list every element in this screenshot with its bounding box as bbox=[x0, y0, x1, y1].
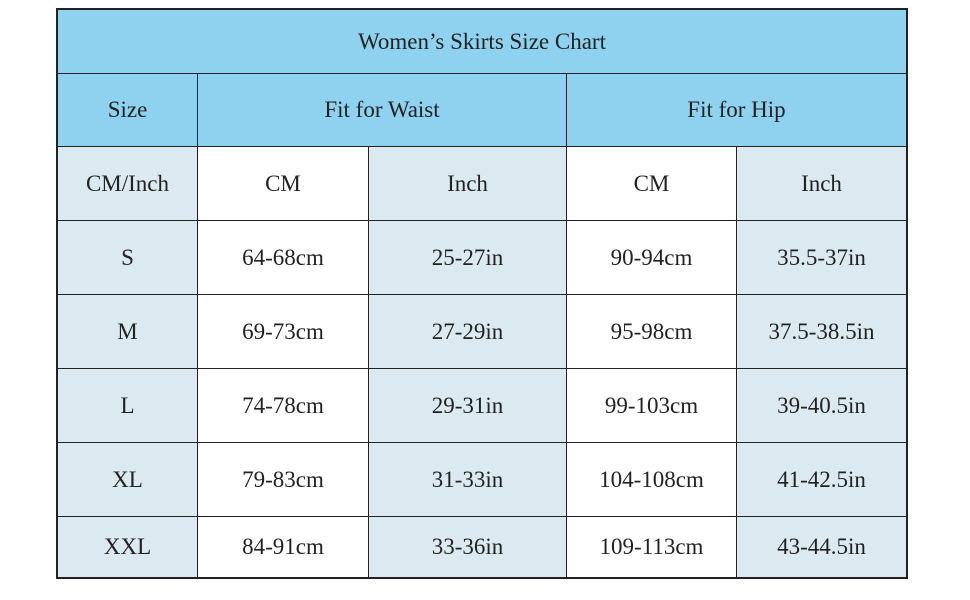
group-header: Fit for Hip bbox=[566, 73, 907, 147]
size-value: 69-73cm bbox=[197, 294, 369, 369]
column-header: Inch bbox=[368, 146, 567, 221]
size-value: 41-42.5in bbox=[736, 442, 907, 517]
size-value: 39-40.5in bbox=[736, 368, 907, 443]
size-value: 84-91cm bbox=[197, 516, 369, 578]
size-label: L bbox=[57, 368, 198, 443]
size-value: 31-33in bbox=[368, 442, 567, 517]
size-label: XXL bbox=[57, 516, 198, 578]
table-title: Women’s Skirts Size Chart bbox=[57, 9, 907, 74]
group-header: Size bbox=[57, 73, 198, 147]
size-value: 95-98cm bbox=[566, 294, 737, 369]
size-value: 43-44.5in bbox=[736, 516, 907, 578]
group-header: Fit for Waist bbox=[197, 73, 567, 147]
column-header: CM bbox=[566, 146, 737, 221]
column-header: Inch bbox=[736, 146, 907, 221]
size-label: M bbox=[57, 294, 198, 369]
size-value: 64-68cm bbox=[197, 220, 369, 295]
column-header: CM/Inch bbox=[57, 146, 198, 221]
size-value: 90-94cm bbox=[566, 220, 737, 295]
size-label: S bbox=[57, 220, 198, 295]
size-value: 33-36in bbox=[368, 516, 567, 578]
size-value: 27-29in bbox=[368, 294, 567, 369]
size-value: 104-108cm bbox=[566, 442, 737, 517]
column-header: CM bbox=[197, 146, 369, 221]
size-value: 79-83cm bbox=[197, 442, 369, 517]
size-value: 29-31in bbox=[368, 368, 567, 443]
size-value: 35.5-37in bbox=[736, 220, 907, 295]
size-value: 37.5-38.5in bbox=[736, 294, 907, 369]
size-value: 25-27in bbox=[368, 220, 567, 295]
size-value: 109-113cm bbox=[566, 516, 737, 578]
size-value: 99-103cm bbox=[566, 368, 737, 443]
size-value: 74-78cm bbox=[197, 368, 369, 443]
size-label: XL bbox=[57, 442, 198, 517]
